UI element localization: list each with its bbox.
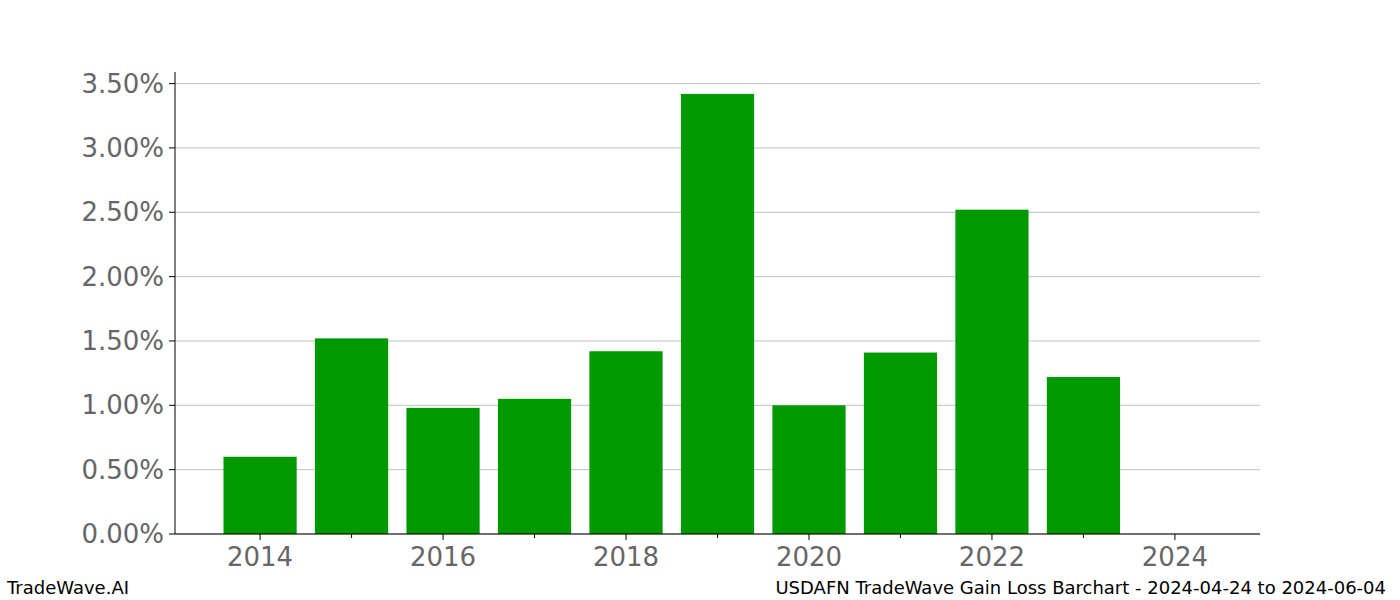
y-tick-label: 0.00% (81, 519, 164, 549)
x-minor-tick (1083, 534, 1084, 538)
y-tick (169, 83, 175, 84)
y-tick-label: 3.50% (81, 69, 164, 99)
source: TradeWave.AI (6, 577, 129, 598)
x-minor-tick (534, 534, 535, 538)
y-tick-label: 1.00% (81, 390, 164, 420)
x-tick-label: 2022 (959, 542, 1025, 572)
x-tick (1174, 534, 1175, 540)
y-tick-label: 2.00% (81, 262, 164, 292)
bars (223, 94, 1120, 534)
bar (864, 353, 937, 534)
x-tick-label: 2020 (776, 542, 842, 572)
bar (223, 457, 296, 534)
bar (589, 351, 662, 534)
x-minor-tick (717, 534, 718, 538)
grid-line (175, 83, 1260, 84)
y-tick (169, 340, 175, 341)
bar (681, 94, 754, 534)
y-tick (169, 405, 175, 406)
bar (772, 405, 845, 534)
x-tick-label: 2016 (410, 542, 476, 572)
y-axis-line (175, 72, 176, 534)
y-tick (169, 469, 175, 470)
title: USDAFN TradeWave Gain Loss Barchart - 20… (775, 577, 1386, 598)
background (0, 0, 1400, 600)
y-tick (169, 147, 175, 148)
axes: 0.00% 0.50% 1.00% 1.50% 2.00% 2.50% 3.00% 3.50%… (81, 69, 1260, 572)
x-tick-label: 2014 (227, 542, 293, 572)
grid (175, 84, 1260, 534)
x-minor-tick (351, 534, 352, 538)
x-tick-label: 2018 (593, 542, 659, 572)
x-tick (808, 534, 809, 540)
chart-svg: 0.00% 0.50% 1.00% 1.50% 2.00% 2.50% 3.00% 3.50%… (0, 0, 1400, 600)
y-tick (169, 212, 175, 213)
y-tick-label: 3.00% (81, 133, 164, 163)
y-tick-label: 1.50% (81, 326, 164, 356)
y-tick (169, 276, 175, 277)
x-tick (991, 534, 992, 540)
bar (498, 399, 571, 534)
x-minor-tick (900, 534, 901, 538)
y-tick-label: 2.50% (81, 197, 164, 227)
y-tick (169, 534, 175, 535)
chart-container: 0.00% 0.50% 1.00% 1.50% 2.00% 2.50% 3.00% 3.50%… (0, 0, 1400, 600)
x-tick (260, 534, 261, 540)
bar (315, 338, 388, 534)
bar (955, 210, 1028, 534)
bar (406, 408, 479, 534)
x-tick (443, 534, 444, 540)
x-tick (626, 534, 627, 540)
x-tick-label: 2024 (1142, 542, 1208, 572)
bar (1047, 377, 1120, 534)
y-tick-label: 0.50% (81, 455, 164, 485)
